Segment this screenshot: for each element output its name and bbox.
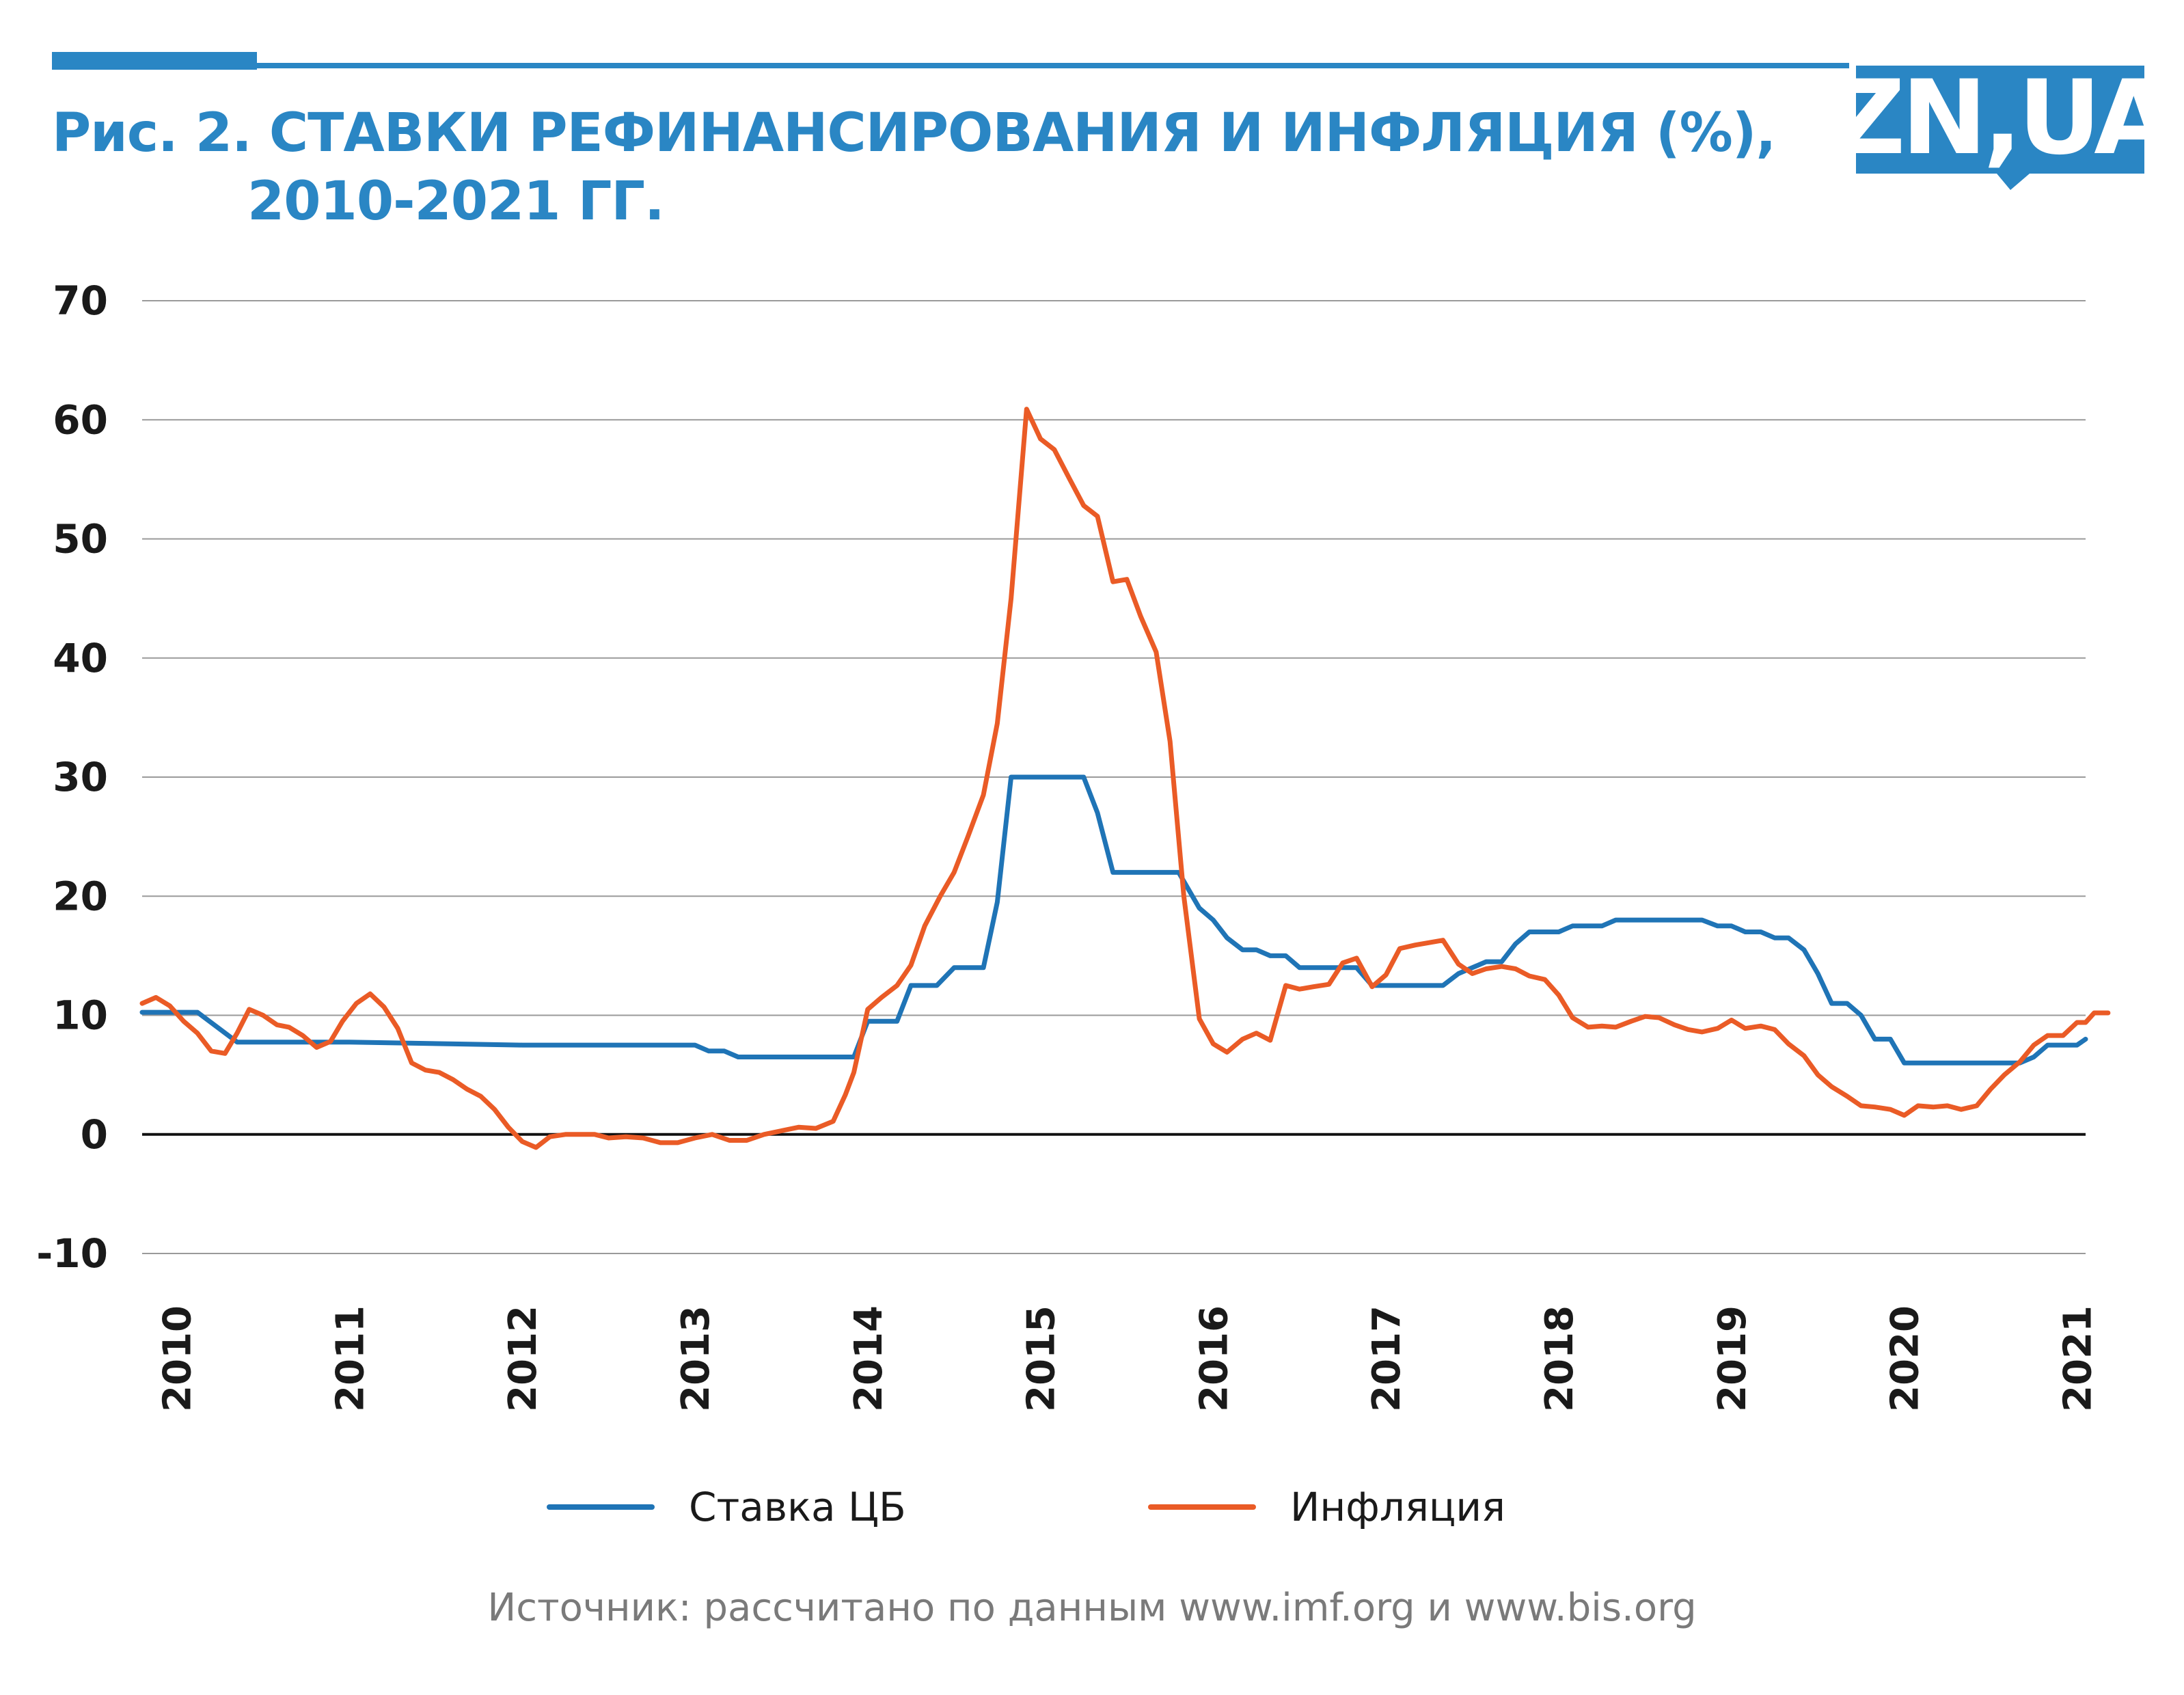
chart-title-line2: 2010-2021 ГГ.	[247, 171, 665, 232]
y-tick-label: 60	[53, 396, 108, 443]
header-rule	[257, 63, 1849, 68]
x-tick-label: 2014	[847, 1305, 891, 1412]
legend-swatch-rate	[547, 1504, 655, 1510]
x-tick-label: 2021	[2056, 1305, 2100, 1412]
x-tick-label: 2012	[501, 1305, 545, 1412]
x-tick-label: 2011	[328, 1305, 372, 1412]
x-tick-label: 2010	[156, 1305, 200, 1412]
source-note: Источник: рассчитано по данным www.imf.o…	[487, 1586, 1697, 1630]
x-tick-label: 2015	[1020, 1305, 1064, 1412]
logo-badge-shape	[1856, 66, 2144, 190]
y-tick-label: 70	[53, 277, 108, 324]
logo-text: ZN,UA	[1856, 66, 2144, 178]
y-tick-label: 30	[53, 754, 108, 800]
series-line-rate	[139, 774, 2088, 1066]
legend-item-rate[interactable]: Ставка ЦБ	[547, 1476, 906, 1538]
legend-swatch-inflation	[1148, 1504, 1256, 1510]
chart-title-line1: Рис. 2. СТАВКИ РЕФИНАНСИРОВАНИЯ И ИНФЛЯЦ…	[52, 103, 1776, 164]
y-tick-label: 20	[53, 873, 108, 919]
y-tick-label: 50	[53, 516, 108, 562]
x-tick-label: 2018	[1538, 1305, 1582, 1412]
x-axis-ticks: 2010 2011 2012 2013 2014 2015 2016 2017 2018 2019…	[156, 1305, 2101, 1412]
legend-item-inflation[interactable]: Инфляция	[1148, 1476, 1505, 1538]
y-tick-label: 10	[53, 992, 108, 1039]
x-tick-label: 2019	[1710, 1305, 1755, 1412]
x-tick-label: 2020	[1883, 1305, 1928, 1412]
y-tick-label: 0	[81, 1111, 108, 1158]
chart-series	[139, 407, 2111, 1150]
legend-label-rate: Ставка ЦБ	[689, 1484, 906, 1530]
y-tick-label: 40	[53, 635, 108, 681]
series-line-inflation	[139, 407, 2111, 1150]
y-axis-ticks: 70 60 50 40 30 20 10 0 -10	[36, 277, 108, 1277]
x-tick-label: 2017	[1365, 1305, 1409, 1412]
chart-grid	[142, 300, 2086, 1254]
y-tick-label: -10	[36, 1230, 108, 1277]
header-accent-bar	[52, 52, 257, 70]
x-tick-label: 2016	[1192, 1305, 1236, 1412]
legend-label-inflation: Инфляция	[1290, 1484, 1505, 1530]
zn-ua-logo[interactable]: ZN,UA	[1856, 66, 2144, 190]
x-tick-label: 2013	[674, 1305, 718, 1412]
